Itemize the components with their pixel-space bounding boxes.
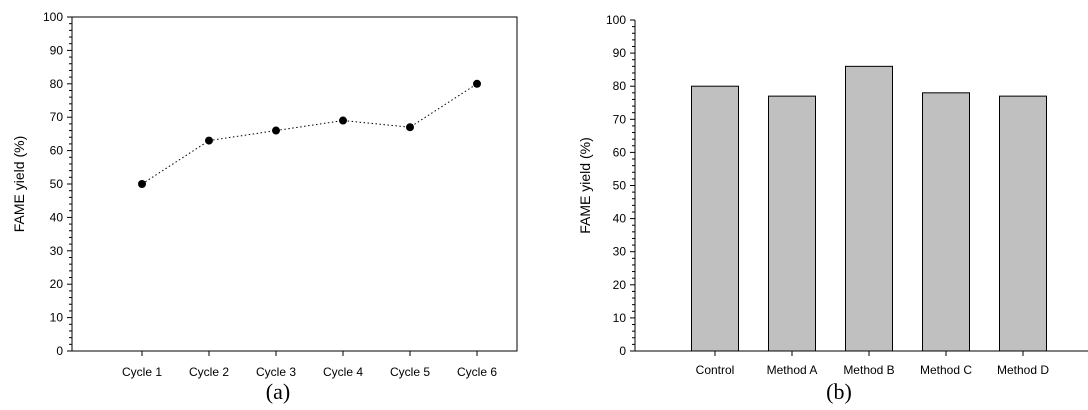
x-tick-label: Method D bbox=[997, 363, 1049, 377]
panel-label: (b) bbox=[826, 379, 852, 404]
y-tick-label: 90 bbox=[50, 43, 64, 57]
data-point bbox=[205, 136, 213, 145]
bar bbox=[922, 92, 970, 352]
x-tick-label: Cycle 3 bbox=[256, 365, 296, 379]
panel-b-bar-chart: 0 10 20 30 40 50 60 70 80 90 100 Control Method A Met… bbox=[577, 13, 1088, 404]
y-tick-label: 80 bbox=[50, 77, 64, 91]
series-line bbox=[141, 83, 478, 185]
y-tick-label: 100 bbox=[606, 13, 626, 27]
x-tick-label: Cycle 4 bbox=[323, 365, 363, 379]
x-tick-label: Cycle 1 bbox=[122, 365, 162, 379]
x-tick-label: Cycle 5 bbox=[390, 365, 430, 379]
bar bbox=[845, 65, 893, 352]
x-tick-label: Cycle 2 bbox=[189, 365, 229, 379]
data-point bbox=[473, 79, 481, 88]
bar bbox=[999, 95, 1047, 352]
y-tick-label: 0 bbox=[56, 344, 63, 358]
y-tick-label: 80 bbox=[613, 79, 627, 93]
panel-a-line-chart: 0 10 20 30 40 50 60 70 80 90 100 Cycle 1 Cycle 2 Cycl… bbox=[11, 10, 518, 404]
y-tick-label: 10 bbox=[613, 311, 627, 325]
y-tick-label: 30 bbox=[50, 244, 64, 258]
y-tick-label: 40 bbox=[50, 210, 64, 224]
y-tick-label: 60 bbox=[613, 145, 627, 159]
x-tick-label: Method B bbox=[843, 363, 894, 377]
x-tick-label: Method C bbox=[920, 363, 972, 377]
x-tick-label: Method A bbox=[767, 363, 818, 377]
y-tick-label: 60 bbox=[50, 144, 64, 158]
y-tick-label: 50 bbox=[50, 177, 64, 191]
panel-label: (a) bbox=[266, 379, 290, 404]
x-tick-label: Control bbox=[696, 363, 735, 377]
bar bbox=[768, 95, 816, 352]
y-tick-label: 10 bbox=[50, 311, 64, 325]
y-tick-label: 40 bbox=[613, 212, 627, 226]
y-tick-label: 20 bbox=[613, 278, 627, 292]
y-tick-label: 100 bbox=[43, 10, 63, 24]
data-point bbox=[406, 123, 414, 132]
data-point bbox=[272, 126, 280, 135]
y-tick-label: 0 bbox=[619, 344, 626, 358]
data-point bbox=[339, 116, 347, 125]
y-tick-label: 50 bbox=[613, 179, 627, 193]
y-tick-label: 20 bbox=[50, 277, 64, 291]
y-tick-label: 90 bbox=[613, 46, 627, 60]
y-axis-label: FAME yield (%) bbox=[11, 136, 27, 232]
y-tick-label: 70 bbox=[613, 112, 627, 126]
y-tick-label: 70 bbox=[50, 110, 64, 124]
bar bbox=[691, 85, 739, 352]
y-axis-label: FAME yield (%) bbox=[577, 137, 593, 233]
x-tick-label: Cycle 6 bbox=[457, 365, 497, 379]
data-point bbox=[138, 180, 146, 188]
y-tick-label: 30 bbox=[613, 245, 627, 259]
